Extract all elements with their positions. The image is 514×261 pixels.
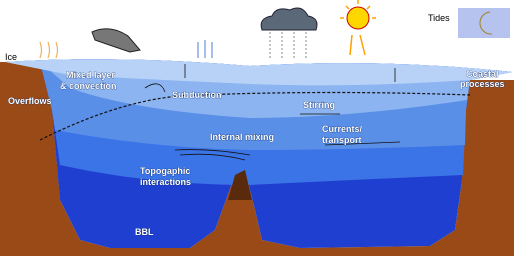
label-internal-mixing: Internal mixing <box>210 132 274 142</box>
label-currents: transport <box>322 135 362 145</box>
cloud <box>261 8 317 30</box>
label-coastal: Coastal <box>466 69 499 79</box>
label-coastal: processes <box>460 79 505 89</box>
label-currents: Currents/ <box>322 124 363 134</box>
label-tides: Tides <box>428 13 450 23</box>
label-mixed-layer: Mixed layer <box>66 70 116 80</box>
moon-box <box>458 8 510 38</box>
label-topographic: interactions <box>140 177 191 187</box>
label-mixed-layer: & convection <box>60 81 117 91</box>
rain <box>270 32 306 60</box>
heat-arrows <box>40 42 58 58</box>
label-bbl: BBL <box>135 227 154 237</box>
label-topographic: Topogaphic <box>140 166 190 176</box>
ocean-processes-diagram: Tides Ice Mixed layer & convection Overf… <box>0 0 514 256</box>
evaporation-arrows <box>198 40 212 58</box>
label-overflows: Overflows <box>8 96 52 106</box>
wind-icon <box>92 29 140 52</box>
sun <box>347 7 369 29</box>
label-stirring: Stirring <box>303 100 335 110</box>
label-ice: Ice <box>5 52 17 62</box>
label-subduction: Subduction <box>172 90 222 100</box>
